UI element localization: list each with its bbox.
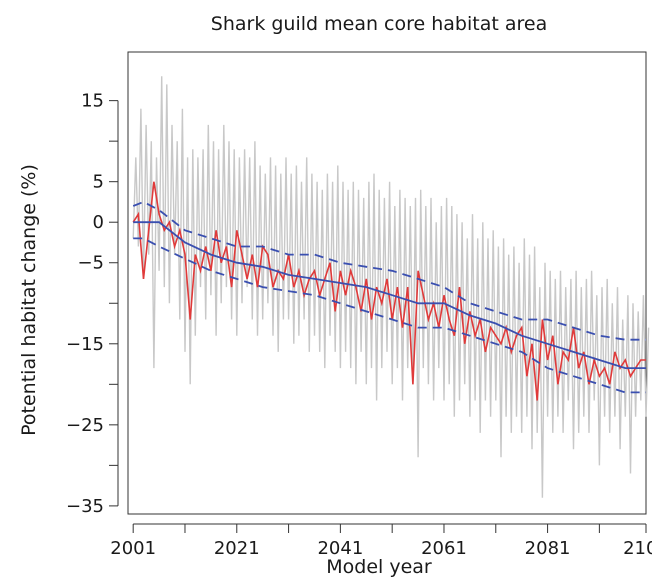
lower-bound-line [133, 237, 646, 394]
y-tick-label: −25 [66, 415, 104, 436]
axis-layer: 2001 2021 2041 2061 2081 2100 15 5 0 −5 −15 −25 −35 [66, 91, 652, 559]
line-layer [132, 181, 646, 401]
y-tick-label: 5 [93, 172, 104, 193]
x-tick-label: 2041 [317, 538, 363, 559]
y-tick-label: 0 [93, 212, 104, 233]
band-layer [132, 76, 650, 498]
chart-title: Shark guild mean core habitat area [211, 13, 547, 35]
annual-mean-line [132, 181, 646, 401]
y-tick-label: −5 [77, 253, 104, 274]
trend-line [133, 221, 646, 370]
x-tick-label: 2061 [421, 538, 467, 559]
x-tick-label: 2081 [525, 538, 571, 559]
y-tick-label: −15 [66, 334, 104, 355]
y-axis-label: Potential habitat change (%) [18, 164, 40, 436]
x-tick-label: 2021 [214, 538, 260, 559]
upper-bound-line [132, 200, 646, 341]
x-axis-label: Model year [326, 556, 432, 578]
y-tick-label: 15 [81, 91, 104, 112]
x-tick-label: 2100 [623, 538, 652, 559]
y-tick-label: −35 [66, 496, 104, 517]
x-tick-label: 2001 [110, 538, 156, 559]
monthly-variability-trace [132, 76, 650, 498]
plot-frame [127, 51, 647, 515]
